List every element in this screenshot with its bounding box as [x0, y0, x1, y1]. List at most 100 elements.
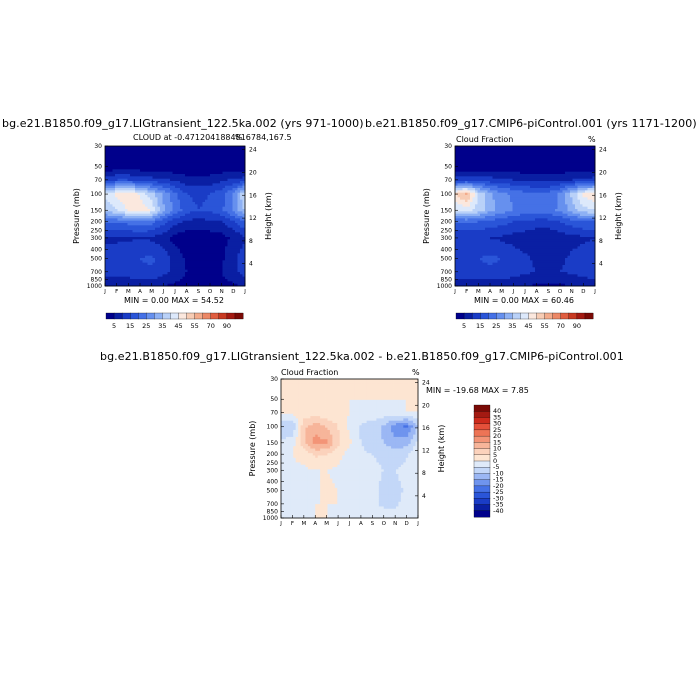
heatmap-cell: [140, 262, 143, 266]
heatmap-cell: [477, 146, 481, 149]
heatmap-cell: [477, 178, 481, 182]
heatmap-cell: [500, 155, 503, 159]
heatmap-cell: [122, 197, 126, 201]
heatmap-cell: [192, 241, 196, 245]
heatmap-cell: [190, 211, 193, 215]
heatmap-cell: [225, 209, 228, 212]
heatmap-cell: [167, 232, 171, 236]
heatmap-cell: [235, 185, 238, 189]
heatmap-cell: [167, 211, 171, 215]
heatmap-cell: [135, 244, 138, 247]
heatmap-cell: [145, 192, 148, 196]
heatmap-cell: [132, 255, 136, 259]
heatmap-cell: [107, 258, 111, 261]
heatmap-cell: [237, 274, 241, 278]
heatmap-cell: [195, 178, 198, 182]
heatmap-cell: [125, 162, 128, 166]
heatmap-cell: [492, 216, 496, 219]
heatmap-cell: [127, 262, 131, 266]
heatmap-cell: [165, 220, 168, 224]
heatmap-cell: [155, 276, 158, 280]
heatmap-cell: [112, 255, 116, 259]
heatmap-cell: [495, 188, 498, 191]
heatmap-cell: [130, 220, 133, 224]
heatmap-cell: [470, 157, 473, 161]
heatmap-cell: [497, 239, 501, 243]
heatmap-cell: [112, 188, 116, 191]
heatmap-cell: [195, 244, 198, 247]
heatmap-cell: [135, 206, 138, 210]
heatmap-cell: [172, 213, 176, 217]
heatmap-cell: [207, 255, 211, 259]
heatmap-cell: [120, 265, 123, 268]
heatmap-cell: [217, 185, 221, 189]
heatmap-cell: [232, 232, 236, 236]
heatmap-cell: [470, 227, 473, 231]
heatmap-cell: [472, 225, 476, 229]
heatmap-cell: [107, 204, 111, 208]
heatmap-cell: [160, 211, 163, 215]
heatmap-cell: [130, 206, 133, 210]
heatmap-cell: [505, 223, 508, 226]
heatmap-cell: [505, 216, 508, 219]
heatmap-cell: [505, 262, 508, 266]
heatmap-cell: [225, 234, 228, 238]
heatmap-cell: [190, 272, 193, 275]
heatmap-cell: [130, 262, 133, 266]
heatmap-cell: [462, 188, 466, 191]
heatmap-cell: [475, 167, 478, 170]
heatmap-cell: [160, 274, 163, 278]
heatmap-cell: [215, 269, 218, 273]
heatmap-cell: [152, 192, 156, 196]
heatmap-cell: [497, 169, 501, 173]
heatmap-cell: [472, 202, 476, 205]
colorbar-label: 5: [112, 322, 116, 330]
heatmap-cell: [132, 164, 136, 168]
heatmap-cell: [467, 227, 471, 231]
heatmap-cell: [162, 262, 166, 266]
heatmap-cell: [215, 265, 218, 268]
heatmap-cell: [502, 148, 506, 152]
heatmap-cell: [187, 269, 191, 273]
heatmap-cell: [127, 246, 131, 250]
heatmap-cell: [142, 246, 146, 250]
heatmap-cell: [462, 265, 466, 268]
heatmap-cell: [467, 260, 471, 264]
heatmap-cell: [222, 169, 226, 173]
heatmap-cell: [455, 164, 458, 168]
heatmap-cell: [475, 199, 478, 203]
heatmap-cell: [227, 185, 231, 189]
heatmap-cell: [482, 258, 486, 261]
heatmap-cell: [150, 265, 153, 268]
heatmap-cell: [232, 255, 236, 259]
heatmap-cell: [490, 204, 493, 208]
heatmap-cell: [200, 248, 203, 252]
height-tick-label: 4: [249, 261, 253, 268]
heatmap-cell: [455, 169, 458, 173]
heatmap-cell: [235, 197, 238, 201]
heatmap-cell: [192, 202, 196, 205]
heatmap-cell: [195, 248, 198, 252]
heatmap-cell: [477, 199, 481, 203]
heatmap-cell: [137, 262, 141, 266]
heatmap-cell: [232, 216, 236, 219]
heatmap-cell: [457, 283, 461, 287]
heatmap-cell: [132, 272, 136, 275]
heatmap-cell: [210, 265, 213, 268]
heatmap-cell: [107, 183, 111, 187]
heatmap-cell: [202, 276, 206, 280]
heatmap-cell: [125, 153, 128, 156]
heatmap-cell: [130, 283, 133, 287]
heatmap-cell: [235, 209, 238, 212]
heatmap-cell: [195, 157, 198, 161]
heatmap-cell: [162, 206, 166, 210]
heatmap-cell: [510, 213, 513, 217]
heatmap-cell: [475, 225, 478, 229]
heatmap-cell: [490, 176, 493, 180]
heatmap-cell: [512, 183, 516, 187]
heatmap-cell: [105, 251, 108, 254]
heatmap-cell: [127, 148, 131, 152]
heatmap-cell: [192, 185, 196, 189]
heatmap-cell: [197, 262, 201, 266]
heatmap-cell: [195, 181, 198, 184]
